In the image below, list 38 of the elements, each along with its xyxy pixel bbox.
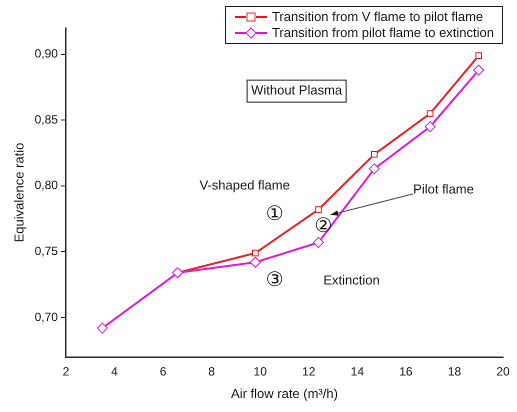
annotation: ② (314, 212, 332, 237)
legend-label: Transition from V flame to pilot flame (272, 9, 484, 25)
point (426, 110, 434, 117)
y-tick-label: 0,85 (34, 112, 58, 126)
legend-label: Transition from pilot flame to extinction (272, 25, 494, 41)
y-tick-label: 0,75 (34, 244, 58, 258)
x-tick-label: 12 (302, 364, 316, 379)
point (368, 163, 380, 174)
point (312, 237, 324, 248)
y-tick-label: 0,70 (34, 310, 58, 324)
annotation: ③ (266, 266, 284, 291)
x-tick-label: 8 (208, 364, 216, 379)
point (475, 52, 482, 59)
x-tick-label: 16 (399, 364, 413, 379)
point (370, 151, 378, 158)
annotation: ① (266, 201, 284, 226)
x-tick-label: 18 (448, 364, 462, 379)
annotation: Pilot flame (413, 181, 474, 196)
point (172, 267, 184, 278)
y-axis-title: Equivalence ratio (11, 142, 26, 242)
y-tick-label: 0,80 (34, 178, 58, 192)
point (250, 256, 261, 268)
y-tick-label: 0,90 (34, 46, 58, 61)
x-tick-label: 6 (160, 364, 167, 379)
x-tick-label: 20 (496, 364, 510, 379)
annotation: Extinction (323, 272, 380, 288)
x-axis-title: Air flow rate (m³/h) (231, 386, 338, 401)
x-tick-label: 2 (62, 364, 70, 379)
x-tick-label: 10 (254, 364, 268, 379)
point (315, 206, 322, 213)
annotation: V-shaped flame (199, 178, 290, 192)
point (473, 64, 484, 76)
point (96, 322, 108, 334)
x-tick-label: 14 (350, 364, 364, 379)
x-tick-label: 4 (111, 364, 118, 379)
point (424, 121, 436, 132)
annotation: Without Plasma (251, 82, 343, 98)
point (252, 250, 259, 256)
